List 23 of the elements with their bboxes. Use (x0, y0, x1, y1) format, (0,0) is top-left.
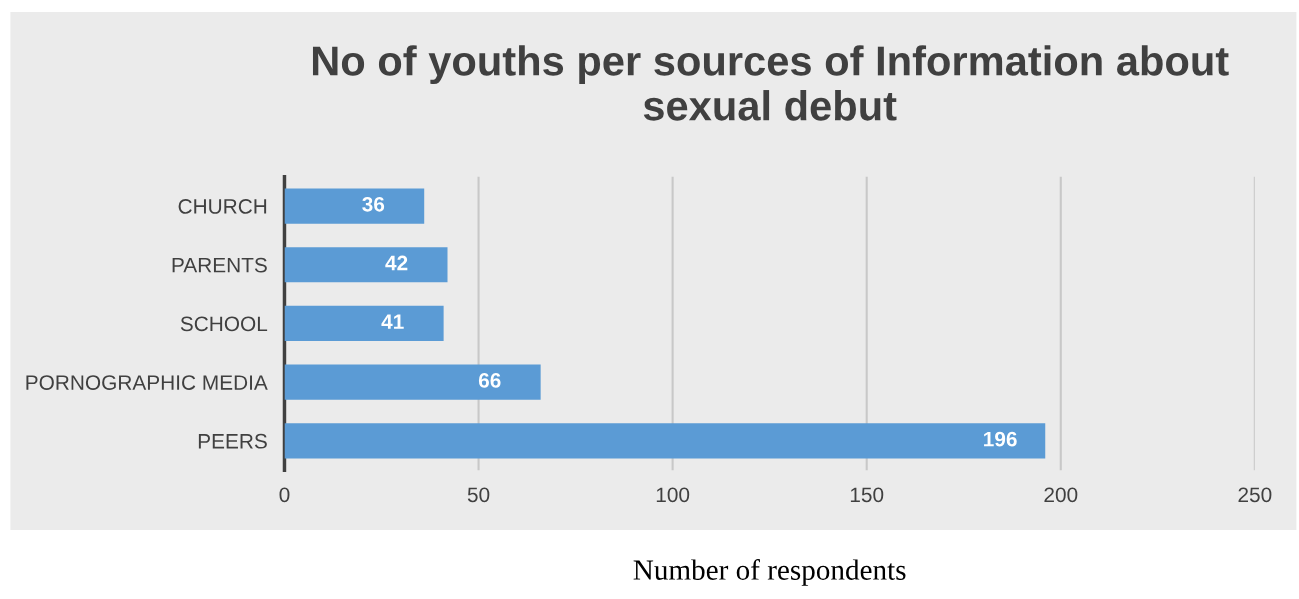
bar (284, 423, 1046, 459)
x-tick-label: 150 (850, 487, 884, 503)
x-tick-label: 250 (1238, 487, 1272, 503)
data-label: 42 (385, 255, 408, 271)
x-tick-label: 0 (279, 487, 290, 503)
bar (284, 247, 448, 283)
bar (284, 305, 444, 342)
data-label: 41 (381, 314, 404, 329)
data-label: 196 (984, 431, 1017, 447)
bar (284, 364, 541, 400)
y-tick-label: SCHOOL (180, 316, 268, 332)
chart-title: No of youths per sources of Information about sexual debut (312, 45, 1229, 121)
y-tick-label: PARENTS (172, 257, 267, 273)
x-axis-title: Number of respondents (633, 559, 906, 586)
x-tick-label: 200 (1044, 487, 1078, 503)
data-label: 36 (362, 196, 385, 212)
x-tick-label: 100 (656, 487, 690, 503)
y-tick-label: PORNOGRAPHIC MEDIA (26, 375, 268, 390)
y-tick-label: PEERS (198, 433, 267, 449)
data-label: 66 (478, 373, 501, 388)
bar (284, 188, 425, 224)
y-tick-label: CHURCH (178, 199, 267, 214)
x-tick-label: 50 (467, 487, 490, 503)
